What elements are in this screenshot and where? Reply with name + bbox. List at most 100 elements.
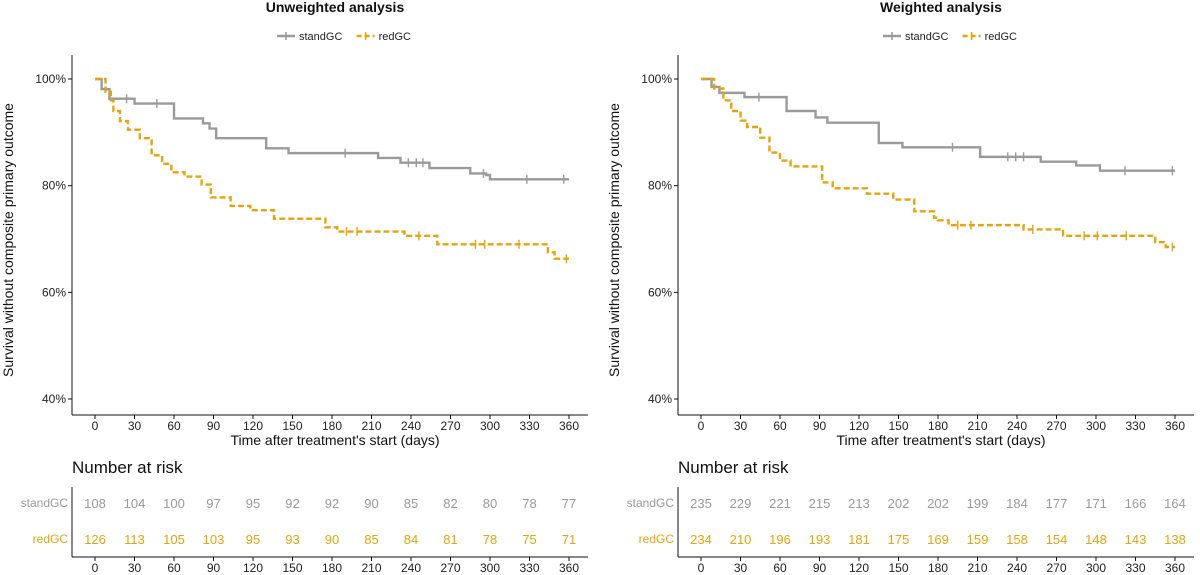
risk-x-tick-label: 120 <box>243 561 263 575</box>
x-tick-label: 270 <box>1046 419 1066 433</box>
y-tick-label: 40% <box>42 392 66 406</box>
risk-value-standGC: 92 <box>325 496 339 511</box>
x-tick-label: 90 <box>813 419 827 433</box>
risk-value-redGC: 154 <box>1046 532 1068 547</box>
risk-value-redGC: 193 <box>809 532 831 547</box>
y-axis-label: Survival without composite primary outco… <box>0 103 16 377</box>
risk-value-redGC: 196 <box>769 532 791 547</box>
x-tick-label: 300 <box>480 419 500 433</box>
risk-value-standGC: 104 <box>124 496 146 511</box>
risk-row-label-redGC: redGC <box>639 532 675 546</box>
legend: standGC redGC <box>277 31 411 43</box>
x-tick-label: 360 <box>559 419 579 433</box>
risk-value-standGC: 92 <box>285 496 299 511</box>
risk-x-tick-label: 0 <box>698 561 705 575</box>
legend: standGC redGC <box>883 31 1017 43</box>
legend-label-standGC: standGC <box>905 31 948 43</box>
risk-value-standGC: 164 <box>1164 496 1186 511</box>
x-tick-label: 270 <box>440 419 460 433</box>
risk-value-standGC: 202 <box>927 496 949 511</box>
risk-x-tick-label: 90 <box>207 561 221 575</box>
risk-x-tick-label: 240 <box>401 561 421 575</box>
y-tick-label: 60% <box>42 285 66 299</box>
risk-value-standGC: 78 <box>522 496 536 511</box>
risk-row-label-standGC: standGC <box>21 496 69 510</box>
x-tick-label: 210 <box>967 419 987 433</box>
x-tick-label: 30 <box>128 419 142 433</box>
risk-row-label-redGC: redGC <box>33 532 69 546</box>
risk-x-tick-label: 300 <box>480 561 500 575</box>
risk-value-standGC: 235 <box>690 496 712 511</box>
x-tick-label: 300 <box>1086 419 1106 433</box>
risk-value-standGC: 108 <box>84 496 106 511</box>
risk-x-tick-label: 270 <box>1046 561 1066 575</box>
risk-x-tick-label: 150 <box>888 561 908 575</box>
risk-value-standGC: 166 <box>1125 496 1147 511</box>
y-tick-label: 60% <box>648 285 672 299</box>
x-tick-label: 150 <box>282 419 302 433</box>
risk-value-redGC: 175 <box>888 532 910 547</box>
risk-value-redGC: 158 <box>1006 532 1028 547</box>
x-tick-label: 120 <box>243 419 263 433</box>
risk-x-tick-label: 240 <box>1007 561 1027 575</box>
x-tick-label: 240 <box>401 419 421 433</box>
legend-label-redGC: redGC <box>379 31 411 43</box>
risk-value-redGC: 148 <box>1085 532 1107 547</box>
y-tick-label: 40% <box>648 392 672 406</box>
risk-value-redGC: 169 <box>927 532 949 547</box>
risk-x-tick-label: 120 <box>849 561 869 575</box>
x-tick-label: 180 <box>322 419 342 433</box>
risk-value-standGC: 199 <box>967 496 989 511</box>
risk-value-redGC: 71 <box>562 532 576 547</box>
risk-value-redGC: 210 <box>730 532 752 547</box>
risk-x-tick-label: 300 <box>1086 561 1106 575</box>
risk-x-tick-label: 360 <box>559 561 579 575</box>
risk-x-tick-label: 330 <box>1125 561 1145 575</box>
x-tick-label: 90 <box>207 419 221 433</box>
risk-value-standGC: 229 <box>730 496 752 511</box>
risk-value-redGC: 181 <box>848 532 870 547</box>
x-tick-label: 0 <box>92 419 99 433</box>
risk-value-redGC: 81 <box>443 532 457 547</box>
risk-value-standGC: 82 <box>443 496 457 511</box>
y-axis-label: Survival without composite primary outco… <box>606 103 622 377</box>
risk-x-tick-label: 360 <box>1165 561 1185 575</box>
risk-x-tick-label: 180 <box>322 561 342 575</box>
risk-x-tick-label: 330 <box>519 561 539 575</box>
y-tick-label: 100% <box>641 72 672 86</box>
risk-value-redGC: 84 <box>404 532 418 547</box>
risk-row-label-standGC: standGC <box>627 496 675 510</box>
risk-x-tick-label: 60 <box>167 561 181 575</box>
risk-x-tick-label: 60 <box>773 561 787 575</box>
risk-value-redGC: 143 <box>1125 532 1147 547</box>
risk-value-standGC: 215 <box>809 496 831 511</box>
risk-x-tick-label: 270 <box>440 561 460 575</box>
risk-x-tick-label: 210 <box>361 561 381 575</box>
y-tick-label: 80% <box>42 179 66 193</box>
risk-value-standGC: 85 <box>404 496 418 511</box>
x-tick-label: 330 <box>519 419 539 433</box>
y-tick-label: 100% <box>35 72 66 86</box>
y-tick-label: 80% <box>648 179 672 193</box>
x-tick-label: 360 <box>1165 419 1185 433</box>
x-tick-label: 60 <box>773 419 787 433</box>
panel-unweighted: Unweighted analysis standGC redGC 40% 60% 80%… <box>0 0 588 575</box>
risk-value-standGC: 202 <box>888 496 910 511</box>
risk-x-tick-label: 30 <box>128 561 142 575</box>
risk-value-standGC: 184 <box>1006 496 1028 511</box>
x-tick-label: 240 <box>1007 419 1027 433</box>
legend-label-standGC: standGC <box>299 31 342 43</box>
risk-value-redGC: 126 <box>84 532 106 547</box>
x-tick-label: 60 <box>167 419 181 433</box>
panel-weighted: Weighted analysis standGC redGC 40% 60% 80% 10… <box>606 0 1194 575</box>
risk-value-redGC: 103 <box>203 532 225 547</box>
risk-x-tick-label: 0 <box>92 561 99 575</box>
curve-standGC <box>95 77 569 181</box>
risk-value-redGC: 159 <box>967 532 989 547</box>
x-tick-label: 180 <box>928 419 948 433</box>
risk-value-redGC: 85 <box>364 532 378 547</box>
risk-table-title: Number at risk <box>678 458 789 477</box>
risk-x-tick-label: 180 <box>928 561 948 575</box>
risk-x-tick-label: 30 <box>734 561 748 575</box>
